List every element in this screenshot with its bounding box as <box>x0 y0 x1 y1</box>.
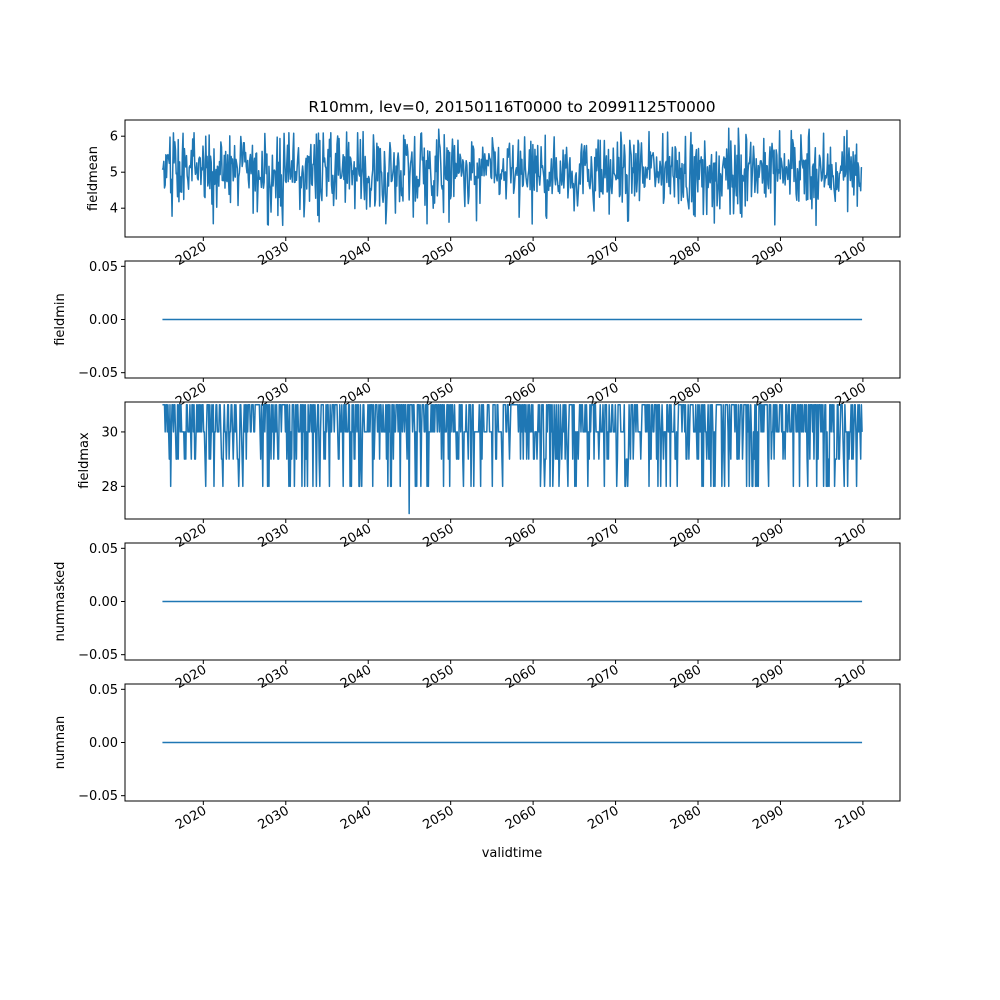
axes-frame-fieldmax <box>124 401 901 520</box>
y-tick-label-fieldmean: 6 <box>110 130 118 145</box>
y-tick-label-numnan: −0.05 <box>78 789 118 804</box>
y-tick-label-nummasked: 0.05 <box>89 542 118 557</box>
x-tick-label-numnan: 2090 <box>750 803 786 833</box>
x-tick-label-fieldmean: 2100 <box>833 239 869 269</box>
x-tick-label-fieldmax: 2020 <box>173 521 209 551</box>
x-tick-label-fieldmean: 2060 <box>503 239 539 269</box>
y-tick-label-fieldmean: 5 <box>110 166 118 181</box>
x-tick-label-nummasked: 2060 <box>503 662 539 692</box>
chart-title: R10mm, lev=0, 20150116T0000 to 20991125T… <box>308 98 715 116</box>
x-tick-label-numnan: 2040 <box>338 803 374 833</box>
y-tick-label-fieldmax: 30 <box>101 425 118 440</box>
x-tick-label-fieldmean: 2020 <box>173 239 209 269</box>
y-axis-label-fieldmin: fieldmin <box>53 293 68 346</box>
x-tick-label-nummasked: 2090 <box>750 662 786 692</box>
x-tick-label-fieldmean: 2090 <box>750 239 786 269</box>
x-tick-label-nummasked: 2070 <box>585 662 621 692</box>
subplot-fieldmax: 28 30 fieldmax 2020 2030 2040 2050 2060 2070 2080… <box>77 401 901 551</box>
x-tick-label-numnan: 2060 <box>503 803 539 833</box>
x-tick-label-numnan: 2020 <box>173 803 209 833</box>
y-axis-label-fieldmean: fieldmean <box>86 146 101 211</box>
x-tick-label-fieldmean: 2040 <box>338 239 374 269</box>
y-tick-label-fieldmean: 4 <box>110 202 118 217</box>
x-tick-label-fieldmax: 2050 <box>421 521 457 551</box>
subplot-fieldmean: 4 5 6 fieldmean 2020 2030 2040 2050 2060 2070 2080… <box>86 119 901 269</box>
x-tick-label-fieldmean: 2070 <box>585 239 621 269</box>
x-axis-label: validtime <box>482 846 543 861</box>
x-tick-label-fieldmax: 2030 <box>256 521 292 551</box>
x-tick-label-nummasked: 2040 <box>338 662 374 692</box>
y-tick-label-numnan: 0.00 <box>89 736 118 751</box>
x-tick-label-fieldmax: 2100 <box>833 521 869 551</box>
y-tick-label-fieldmin: 0.00 <box>89 313 118 328</box>
x-tick-label-numnan: 2100 <box>833 803 869 833</box>
x-tick-label-fieldmax: 2060 <box>503 521 539 551</box>
x-tick-label-numnan: 2030 <box>256 803 292 833</box>
x-tick-label-numnan: 2070 <box>585 803 621 833</box>
y-tick-label-nummasked: −0.05 <box>78 648 118 663</box>
x-tick-label-fieldmean: 2080 <box>668 239 704 269</box>
x-tick-label-fieldmax: 2080 <box>668 521 704 551</box>
x-tick-label-nummasked: 2050 <box>421 662 457 692</box>
x-tick-label-nummasked: 2020 <box>173 662 209 692</box>
x-tick-label-fieldmean: 2030 <box>256 239 292 269</box>
x-tick-label-nummasked: 2100 <box>833 662 869 692</box>
x-tick-label-nummasked: 2030 <box>256 662 292 692</box>
x-tick-label-numnan: 2080 <box>668 803 704 833</box>
y-tick-label-numnan: 0.05 <box>89 683 118 698</box>
series-line-fieldmax <box>162 403 863 515</box>
y-tick-label-nummasked: 0.00 <box>89 595 118 610</box>
subplot-nummasked: −0.05 0.00 0.05 nummasked 2020 2030 2040 2050 20… <box>53 542 901 692</box>
y-tick-label-fieldmin: 0.05 <box>89 260 118 275</box>
subplot-stack: 4 5 6 fieldmean 2020 2030 2040 2050 2060 2070 2080… <box>53 119 901 833</box>
x-tick-label-nummasked: 2080 <box>668 662 704 692</box>
subplot-numnan: −0.05 0.00 0.05 numnan 2020 2030 2040 2050 2060 2… <box>53 683 901 833</box>
y-axis-label-nummasked: nummasked <box>53 562 68 642</box>
y-tick-label-fieldmin: −0.05 <box>78 366 118 381</box>
x-tick-label-fieldmax: 2070 <box>585 521 621 551</box>
y-tick-label-fieldmax: 28 <box>101 480 118 495</box>
x-tick-label-fieldmax: 2090 <box>750 521 786 551</box>
x-tick-label-fieldmax: 2040 <box>338 521 374 551</box>
x-tick-label-fieldmean: 2050 <box>421 239 457 269</box>
x-tick-label-numnan: 2050 <box>421 803 457 833</box>
axes-frame-fieldmean <box>124 119 901 238</box>
y-axis-label-numnan: numnan <box>53 716 68 770</box>
series-line-fieldmean <box>161 127 863 227</box>
y-axis-label-fieldmax: fieldmax <box>77 432 92 489</box>
